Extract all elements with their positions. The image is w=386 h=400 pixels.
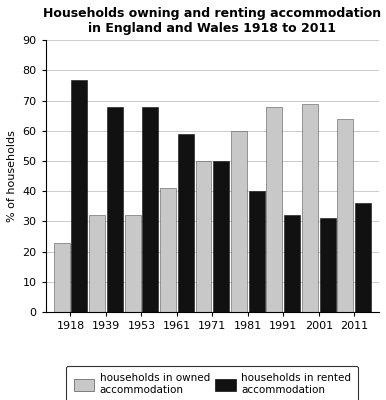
Bar	[355, 203, 371, 312]
Bar	[213, 161, 229, 312]
Bar	[284, 215, 300, 312]
Y-axis label: % of households: % of households	[7, 130, 17, 222]
Bar	[195, 161, 212, 312]
Bar	[125, 215, 141, 312]
Bar	[107, 107, 123, 312]
Bar	[142, 107, 158, 312]
Bar	[302, 104, 318, 312]
Bar	[266, 107, 283, 312]
Bar	[231, 131, 247, 312]
Title: Households owning and renting accommodation
in England and Wales 1918 to 2011: Households owning and renting accommodat…	[43, 7, 381, 35]
Bar	[89, 215, 105, 312]
Bar	[160, 188, 176, 312]
Bar	[337, 119, 353, 312]
Bar	[54, 242, 69, 312]
Bar	[178, 134, 194, 312]
Bar	[320, 218, 335, 312]
Bar	[249, 191, 265, 312]
Bar	[71, 80, 87, 312]
Legend: households in owned
accommodation, households in rented
accommodation: households in owned accommodation, house…	[66, 366, 359, 400]
